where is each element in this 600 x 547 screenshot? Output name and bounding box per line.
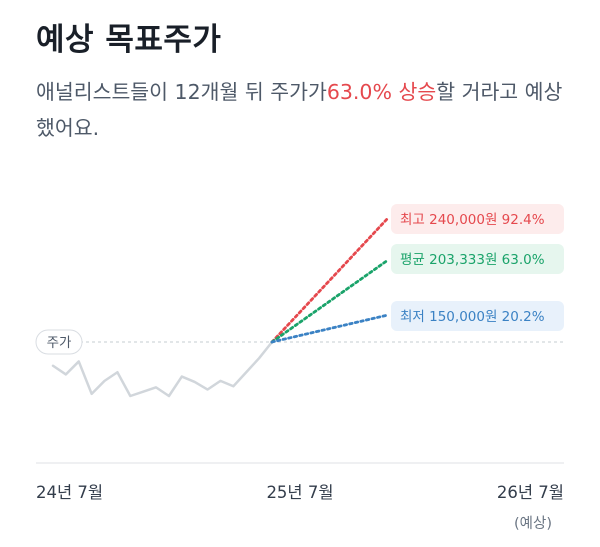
target-label-high: 최고 240,000원 92.4% xyxy=(400,212,545,228)
current-price-chip xyxy=(35,329,83,355)
target-badge-low xyxy=(391,301,564,331)
target-line-high xyxy=(270,216,390,344)
target-line-avg xyxy=(270,258,390,344)
summary-before: 애널리스트들이 12개월 뒤 주가가 xyxy=(36,80,327,104)
target-label-avg: 평균 203,333원 63.0% xyxy=(400,252,545,268)
target-label-low: 최저 150,000원 20.2% xyxy=(400,309,545,325)
target-line-low xyxy=(270,313,390,344)
x-tick-label: 24년 7월 xyxy=(36,483,103,502)
page-title: 예상 목표주가 xyxy=(36,22,222,58)
target-badge-high xyxy=(391,204,564,234)
x-tick-label: 25년 7월 xyxy=(266,483,333,502)
current-price-label: 주가 xyxy=(47,335,72,351)
summary-text: 애널리스트들이 12개월 뒤 주가가63.0% 상승할 거라고 예상했어요. xyxy=(36,74,576,146)
x-tick-label: 26년 7월 xyxy=(497,483,564,502)
x-tick-sublabel: (예상) xyxy=(514,515,552,532)
summary-highlight: 63.0% 상승 xyxy=(326,80,437,104)
target-badge-avg xyxy=(391,244,564,274)
summary-after: 할 거라고 예상했어요. xyxy=(36,80,563,140)
price-history-line xyxy=(51,340,274,398)
